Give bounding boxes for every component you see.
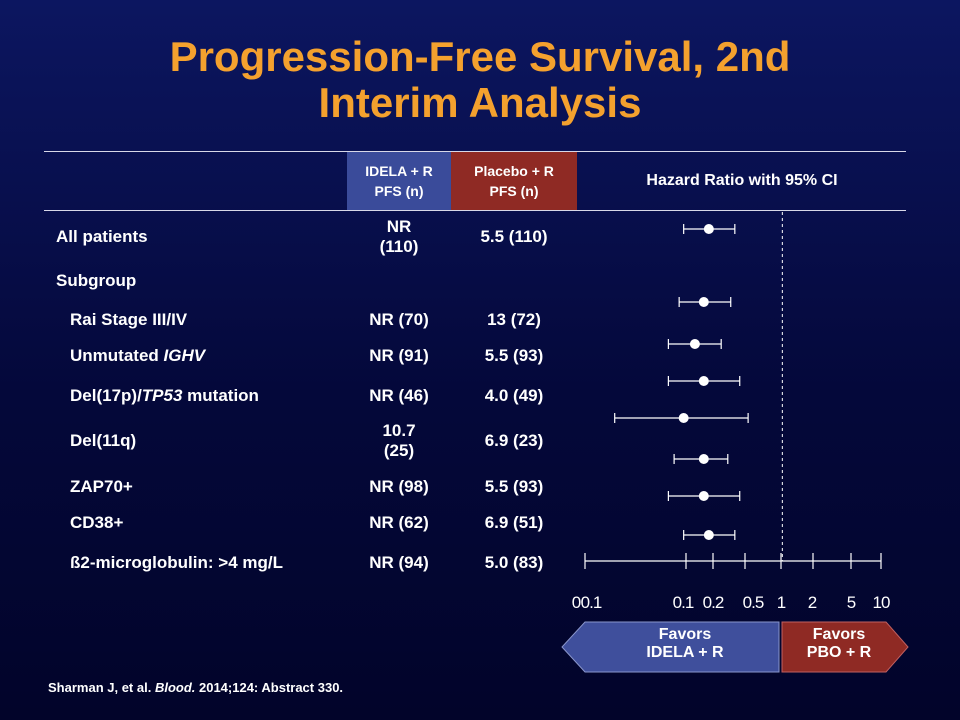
- table-header-rule: [44, 210, 906, 211]
- favors-pbo-arrow: [781, 621, 909, 673]
- hazard-ratio-point: [698, 297, 709, 307]
- row-idela-pfs: NR (94): [369, 553, 429, 572]
- row-idela-pfs: NR (62): [369, 513, 429, 532]
- x-tick-label: 0: [572, 593, 581, 612]
- row-label: CD38+: [70, 513, 124, 532]
- title-line-2: Interim Analysis: [318, 79, 642, 126]
- hazard-ratio-point: [689, 339, 700, 349]
- citation-journal: Blood.: [154, 680, 196, 695]
- row-placebo-pfs: 5.0 (83): [484, 553, 544, 572]
- x-tick-label: 1: [777, 593, 786, 612]
- row-placebo-pfs: 4.0 (49): [484, 386, 544, 405]
- x-tick-label: 0.1: [673, 593, 694, 612]
- favors-idela-arrow: [561, 621, 780, 673]
- row-idela-pfs: 10.7 (25): [382, 421, 416, 460]
- row-placebo-pfs: 13 (72): [487, 310, 541, 329]
- row-label: Unmutated IGHV: [70, 346, 206, 365]
- citation-details: 2014;124: Abstract 330.: [195, 680, 344, 695]
- x-tick-label: 10: [873, 593, 890, 612]
- x-tick-label: 0.2: [703, 593, 724, 612]
- header-hazard-ratio: Hazard Ratio with 95% CI: [646, 172, 838, 189]
- x-tick-label: 0.5: [743, 593, 764, 612]
- row-label: Del(11q): [70, 431, 137, 450]
- row-idela-pfs: NR (46): [369, 386, 429, 405]
- row-label: Rai Stage III/IV: [70, 310, 188, 329]
- citation: Sharman J, et al. Blood. 2014;124: Abstr…: [48, 680, 343, 695]
- favors-idela-label: Favors IDELA + R: [646, 626, 724, 661]
- citation-authors: Sharman J, et al.: [48, 680, 155, 695]
- x-tick-label: 0.1: [581, 593, 602, 612]
- row-label: Del(17p)/TP53 mutation: [70, 386, 259, 405]
- hazard-ratio-point: [698, 376, 709, 386]
- row-idela-pfs: NR (70): [369, 310, 429, 329]
- hazard-ratio-point: [703, 224, 714, 234]
- row-label: All patients: [56, 227, 148, 246]
- row-idela-pfs: NR (91): [369, 346, 429, 365]
- row-placebo-pfs: 6.9 (23): [484, 431, 544, 450]
- hazard-ratio-point: [698, 491, 709, 501]
- x-tick-label: 5: [847, 593, 856, 612]
- header-idela-pfs: IDELA + R PFS (n): [347, 152, 451, 210]
- title-line-1: Progression-Free Survival, 2nd: [169, 33, 791, 80]
- x-tick-label: 2: [808, 593, 817, 612]
- row-placebo-pfs: 5.5 (93): [484, 346, 544, 365]
- table-top-rule: [44, 151, 906, 152]
- header-placebo-pfs: Placebo + R PFS (n): [451, 152, 577, 210]
- row-idela-pfs: NR (110): [379, 217, 419, 256]
- subgroup-label: Subgroup: [56, 271, 137, 290]
- hazard-ratio-point: [698, 454, 709, 464]
- row-label: ZAP70+: [70, 477, 133, 496]
- favors-pbo-label: Favors PBO + R: [806, 626, 872, 661]
- hazard-ratio-point: [703, 530, 714, 540]
- row-placebo-pfs: 5.5 (110): [480, 227, 548, 246]
- row-label: ß2-microglobulin: >4 mg/L: [70, 553, 283, 572]
- row-placebo-pfs: 5.5 (93): [484, 477, 544, 496]
- hazard-ratio-point: [678, 413, 689, 423]
- row-placebo-pfs: 6.9 (51): [484, 513, 544, 532]
- row-idela-pfs: NR (98): [369, 477, 429, 496]
- slide-title: Progression-Free Survival, 2nd Interim A…: [60, 34, 900, 126]
